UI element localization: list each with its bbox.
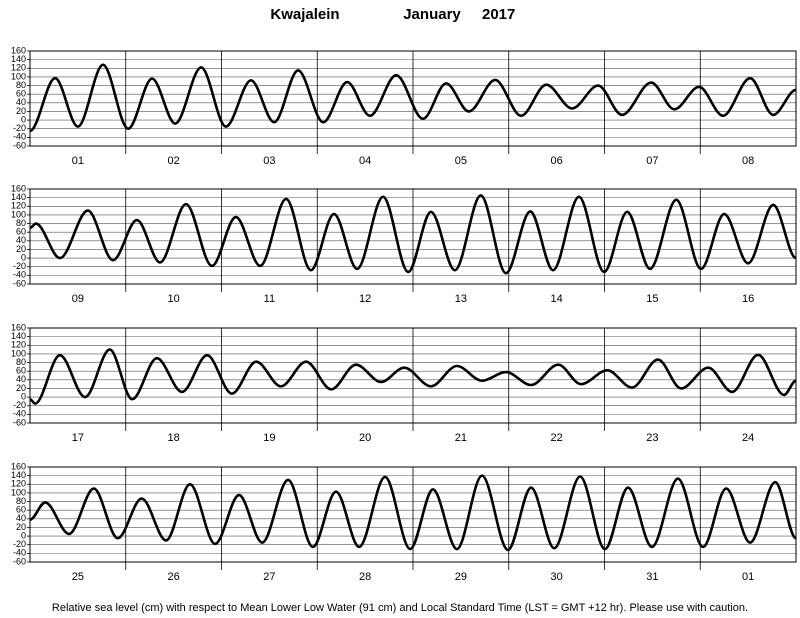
frame (29, 466, 797, 563)
y-tick-label: 160 (11, 183, 26, 193)
tide-line (30, 348, 796, 405)
y-tick-label: 100 (11, 209, 26, 219)
y-tick-label: 80 (16, 80, 26, 90)
y-tick-label: 20 (16, 522, 26, 532)
y-tick-label: -60 (13, 556, 26, 566)
day-label: 07 (646, 155, 658, 167)
day-label: 10 (168, 293, 180, 305)
y-tick-label: -40 (13, 409, 26, 419)
day-label: 14 (551, 293, 563, 305)
day-label: 15 (646, 293, 658, 305)
y-tick-label: 80 (16, 496, 26, 506)
y-tick-label: 100 (11, 71, 26, 81)
day-label: 08 (742, 155, 754, 167)
y-tick-label: 140 (11, 54, 26, 64)
day-label: 26 (168, 571, 180, 583)
station-title: Kwajalein (270, 6, 339, 23)
y-tick-label: 0 (21, 114, 26, 124)
y-tick-label: 120 (11, 479, 26, 489)
day-label: 12 (359, 293, 371, 305)
day-label: 17 (72, 432, 84, 444)
day-label: 02 (168, 155, 180, 167)
month-title: January (403, 6, 461, 23)
day-label: 19 (263, 432, 275, 444)
tide-line (30, 474, 796, 552)
y-tick-label: 0 (21, 391, 26, 401)
y-tick-label: 20 (16, 244, 26, 254)
day-label: 23 (646, 432, 658, 444)
tide-line (30, 63, 796, 133)
day-label: 28 (359, 571, 371, 583)
y-tick-label: 40 (16, 235, 26, 245)
day-label: 13 (455, 293, 467, 305)
day-label: 04 (359, 155, 371, 167)
y-tick-label: -40 (13, 548, 26, 558)
frame (29, 188, 797, 285)
y-tick-label: 160 (11, 322, 26, 332)
y-tick-label: 140 (11, 192, 26, 202)
day-label: 21 (455, 432, 467, 444)
day-label: 30 (551, 571, 563, 583)
y-tick-label: 140 (11, 331, 26, 341)
day-label: 24 (742, 432, 754, 444)
y-tick-label: -60 (13, 278, 26, 288)
y-tick-label: 140 (11, 470, 26, 480)
day-label: 11 (264, 293, 275, 305)
y-tick-label: 60 (16, 89, 26, 99)
y-tick-label: 40 (16, 513, 26, 523)
y-tick-label: 160 (11, 461, 26, 471)
day-label: 01 (72, 155, 84, 167)
y-tick-label: 120 (11, 201, 26, 211)
day-label: 27 (263, 571, 275, 583)
y-tick-label: 0 (21, 252, 26, 262)
y-tick-label: -20 (13, 123, 26, 133)
y-tick-label: -20 (13, 261, 26, 271)
day-label: 25 (72, 571, 84, 583)
day-label: 20 (359, 432, 371, 444)
y-tick-label: 60 (16, 505, 26, 515)
y-tick-label: -40 (13, 270, 26, 280)
footer-note: Relative sea level (cm) with respect to … (52, 602, 748, 614)
day-label: 01 (742, 571, 754, 583)
y-tick-label: -60 (13, 417, 26, 427)
y-tick-label: 40 (16, 97, 26, 107)
day-label: 16 (742, 293, 754, 305)
year-title: 2017 (482, 6, 515, 23)
y-tick-label: 60 (16, 366, 26, 376)
y-tick-label: 20 (16, 383, 26, 393)
y-tick-label: 120 (11, 340, 26, 350)
y-tick-label: -40 (13, 132, 26, 142)
day-label: 09 (72, 293, 84, 305)
y-tick-label: 160 (11, 45, 26, 55)
frame (29, 327, 797, 424)
y-tick-label: -20 (13, 400, 26, 410)
y-tick-label: -60 (13, 140, 26, 150)
day-label: 03 (263, 155, 275, 167)
y-tick-label: 60 (16, 227, 26, 237)
y-tick-label: 80 (16, 218, 26, 228)
day-label: 05 (455, 155, 467, 167)
y-tick-label: -20 (13, 539, 26, 549)
day-label: 18 (168, 432, 180, 444)
day-label: 29 (455, 571, 467, 583)
y-tick-label: 80 (16, 357, 26, 367)
day-label: 22 (551, 432, 563, 444)
y-tick-label: 100 (11, 348, 26, 358)
y-tick-label: 40 (16, 374, 26, 384)
tide-line (30, 194, 796, 275)
day-label: 06 (551, 155, 563, 167)
frame (29, 50, 797, 147)
y-tick-label: 120 (11, 63, 26, 73)
day-label: 31 (646, 571, 658, 583)
y-tick-label: 100 (11, 487, 26, 497)
y-tick-label: 20 (16, 106, 26, 116)
y-tick-label: 0 (21, 530, 26, 540)
